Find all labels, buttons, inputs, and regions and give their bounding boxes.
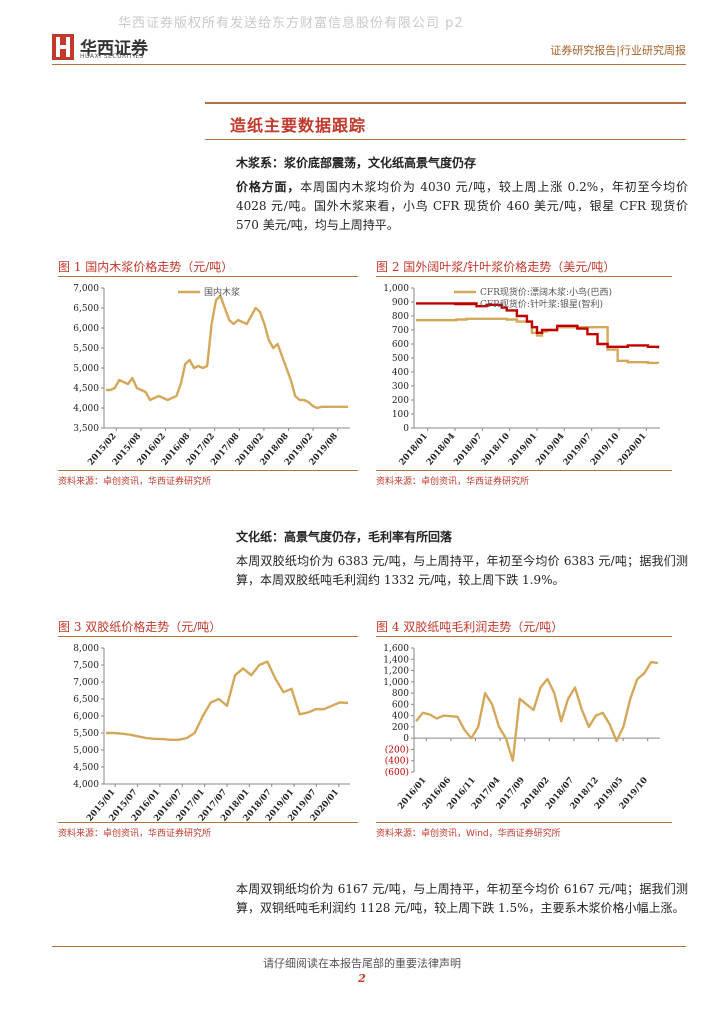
fig3-title: 图 3 双胶纸价格走势（元/吨） <box>58 620 222 634</box>
fig4-bottom-rule <box>376 822 672 823</box>
series-line-0 <box>106 660 349 742</box>
y-tick-label: 4,500 <box>73 763 99 773</box>
y-tick-label: 500 <box>392 354 409 364</box>
fig2-bottom-rule <box>376 470 672 471</box>
fig1-source: 资料来源：卓创资讯，华西证券研究所 <box>58 477 212 487</box>
fig1-title: 图 1 国内木浆价格走势（元/吨） <box>58 260 234 274</box>
logo-cn-text: 华西证券 <box>80 39 148 59</box>
y-tick-label: 6,000 <box>73 712 99 722</box>
y-tick-label: 200 <box>392 723 409 733</box>
fig2-chart: 01002003004005006007008009001,0002018/01… <box>376 278 672 470</box>
fig3-source: 资料来源：卓创资讯，华西证券研究所 <box>58 829 212 839</box>
culture-heading: 文化纸：高景气度仍存，毛利率有所回落 <box>236 530 453 544</box>
y-tick-label: 6,500 <box>73 304 99 314</box>
y-tick-label: 3,500 <box>73 424 99 434</box>
series-line-1 <box>416 302 660 349</box>
page-number: 2 <box>358 972 366 985</box>
culture-paragraph: 本周双胶纸均价为 6383 元/吨，与上周持平，年初至今均价 6383 元/吨；… <box>236 554 688 587</box>
fig3-bottom-rule <box>58 822 358 823</box>
y-tick-label: 200 <box>392 396 409 406</box>
legend-label: CFR现货价:漂阔木浆:小鸟(巴西) <box>480 286 612 298</box>
watermark-text: 华西证券版权所有发送给东方财富信息股份有限公司 p2 <box>118 16 464 31</box>
y-tick-label: (400) <box>385 756 409 767</box>
y-tick-label: 4,500 <box>73 384 99 394</box>
y-tick-label: 5,500 <box>73 729 99 739</box>
y-tick-label: 400 <box>392 712 409 722</box>
series-line-0 <box>416 317 660 365</box>
y-tick-label: 300 <box>392 382 409 392</box>
y-tick-label: 5,000 <box>73 364 99 374</box>
y-tick-label: (600) <box>385 767 409 778</box>
fig4-source: 资料来源：卓创资讯，Wind，华西证券研究所 <box>376 829 561 839</box>
company-logo: 华西证券 HUAXI SECURITIES <box>52 34 172 64</box>
y-tick-label: 6,500 <box>73 695 99 705</box>
coated-paragraph: 本周双铜纸均价为 6167 元/吨，与上周持平，年初至今均价 6167 元/吨；… <box>236 882 688 915</box>
logo-en-text: HUAXI SECURITIES <box>80 53 144 60</box>
y-tick-label: 1,000 <box>383 284 409 294</box>
section-bottom-rule <box>205 139 686 140</box>
fig3-chart: 4,000 4,500 5,000 5,500 6,000 6,500 7,000 7,500… <box>58 638 358 822</box>
legend-label: CFR现货价:针叶浆:银星(智利) <box>480 298 603 310</box>
y-tick-label: 1,400 <box>383 655 409 665</box>
y-tick-label: 4,000 <box>73 404 99 414</box>
fig2-title: 图 2 国外阔叶浆/针叶浆价格走势（美元/吨） <box>376 260 616 274</box>
y-tick-label: 4,000 <box>73 780 99 790</box>
footer-divider <box>52 946 686 947</box>
report-type-label: 证券研究报告|行业研究周报 <box>550 44 686 57</box>
fig1-rule <box>58 276 358 277</box>
y-tick-label: 7,000 <box>73 284 99 294</box>
y-tick-label: 100 <box>392 410 409 420</box>
y-tick-label: 700 <box>392 326 409 336</box>
header-divider <box>52 64 686 65</box>
y-tick-label: 600 <box>392 340 409 350</box>
x-tick-label: 2020/01 <box>616 431 649 467</box>
fig4-title: 图 4 双胶纸吨毛利润走势（元/吨） <box>376 620 564 634</box>
y-tick-label: 1,000 <box>383 678 409 688</box>
y-tick-label: 800 <box>392 689 409 699</box>
y-tick-label: 0 <box>403 424 409 434</box>
legal-notice: 请仔细阅读在本报告尾部的重要法律声明 <box>263 957 461 970</box>
fig2-source: 资料来源：卓创资讯，华西证券研究所 <box>376 477 530 487</box>
pulp-body: 本周国内木浆均价为 4030 元/吨，较上周上涨 0.2%，年初至今均价 402… <box>236 180 688 232</box>
y-tick-label: 1,200 <box>383 667 409 677</box>
pulp-heading: 木浆系：浆价底部震荡，文化纸高景气度仍存 <box>236 156 477 170</box>
fig4-rule <box>376 636 672 637</box>
section-top-rule <box>205 102 686 104</box>
fig1-chart: 3,500 4,000 4,500 5,000 5,500 6,000 6,500 7,000… <box>58 278 358 470</box>
pulp-lead: 价格方面， <box>236 180 301 194</box>
y-tick-label: 0 <box>403 734 409 744</box>
fig3-rule <box>58 636 358 637</box>
legend-label: 国内木浆 <box>204 286 240 298</box>
y-tick-label: 900 <box>392 298 409 308</box>
y-tick-label: 5,500 <box>73 344 99 354</box>
y-tick-label: 600 <box>392 700 409 710</box>
fig1-bottom-rule <box>58 470 358 471</box>
y-tick-label: 7,000 <box>73 678 99 688</box>
series-line-0 <box>415 660 659 762</box>
y-tick-label: 7,500 <box>73 661 99 671</box>
section-title: 造纸主要数据跟踪 <box>230 116 367 135</box>
y-tick-label: 1,600 <box>383 644 409 654</box>
y-tick-label: 6,000 <box>73 324 99 334</box>
pulp-paragraph: 价格方面，本周国内木浆均价为 4030 元/吨，较上周上涨 0.2%，年初至今均… <box>236 178 688 235</box>
y-tick-label: 400 <box>392 368 409 378</box>
fig2-rule <box>376 276 672 277</box>
logo-mark-icon <box>52 34 74 60</box>
y-tick-label: 5,000 <box>73 746 99 756</box>
series-line-0 <box>106 294 348 410</box>
y-tick-label: (200) <box>385 744 409 755</box>
y-tick-label: 8,000 <box>73 644 99 654</box>
y-tick-label: 800 <box>392 312 409 322</box>
